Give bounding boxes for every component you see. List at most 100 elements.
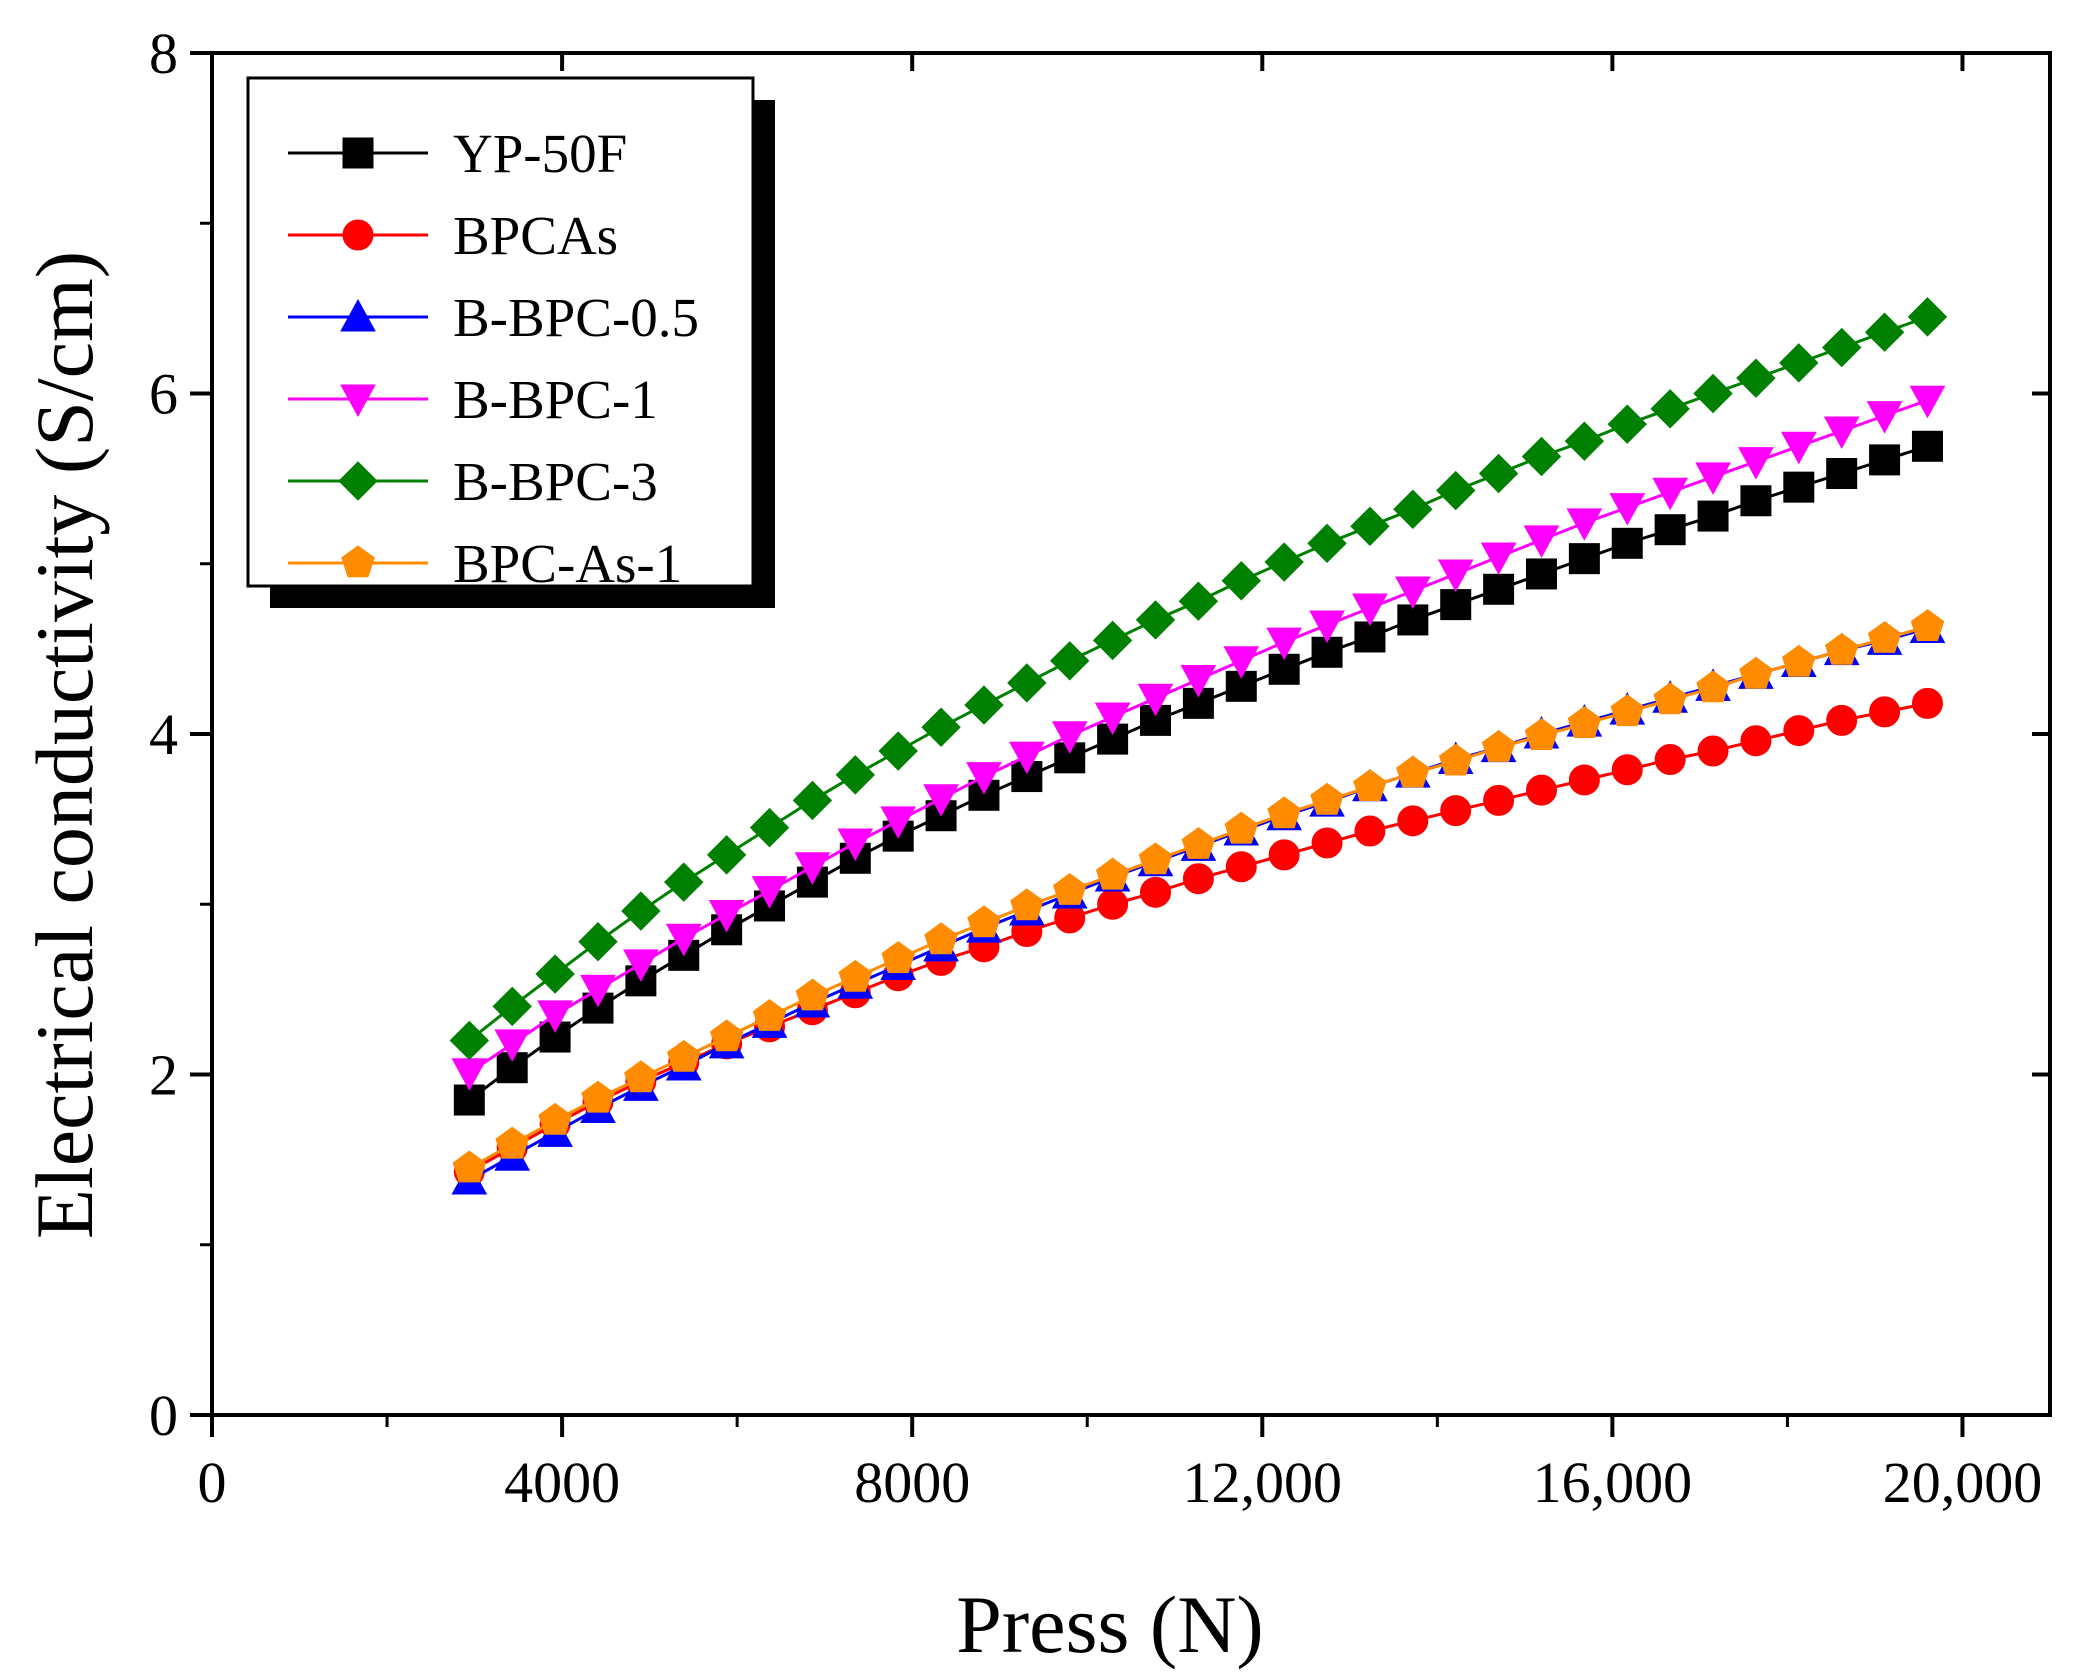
data-point <box>1180 665 1217 698</box>
data-point <box>1568 764 1600 796</box>
x-tick-label: 16,000 <box>1533 1450 1693 1515</box>
data-point <box>1911 687 1943 719</box>
series-bpc-as-1 <box>452 609 1945 1183</box>
data-point <box>1780 431 1817 465</box>
data-point <box>667 1039 701 1072</box>
data-point <box>1826 458 1858 490</box>
legend-box <box>246 76 755 588</box>
data-point <box>794 852 831 885</box>
data-point <box>1396 755 1430 788</box>
data-point <box>1051 721 1088 754</box>
legend: YP-50F BPCAs B-BPC-0.5 B-BPC-1 B-BPC-3 BPC-As… <box>246 76 775 608</box>
data-point <box>1225 851 1257 883</box>
data-point <box>1307 523 1347 564</box>
legend-entry: BPC-As-1 <box>288 533 682 594</box>
data-point <box>1823 416 1860 449</box>
data-point <box>709 1019 744 1052</box>
x-axis-title: Press (N) <box>956 1579 1263 1670</box>
data-point <box>1140 876 1172 908</box>
data-point <box>495 1126 529 1159</box>
data-point <box>624 1060 658 1093</box>
data-point <box>1824 632 1859 665</box>
data-point <box>1521 436 1562 477</box>
data-point <box>1010 888 1044 921</box>
x-tick-label: 20,000 <box>1883 1450 2043 1515</box>
data-point <box>1092 620 1133 661</box>
data-point <box>492 986 532 1027</box>
data-point <box>1440 795 1472 827</box>
data-point <box>1783 471 1815 503</box>
data-point <box>1610 694 1644 727</box>
data-point <box>964 685 1004 725</box>
data-point <box>880 806 917 839</box>
data-point <box>835 755 876 795</box>
data-point <box>1268 839 1300 871</box>
legend-entry: B-BPC-1 <box>288 369 658 430</box>
series-b-bpc-3 <box>449 297 1948 1061</box>
legend-marker <box>341 545 375 578</box>
data-point <box>1352 593 1388 627</box>
data-point <box>1437 559 1474 593</box>
data-point <box>1779 343 1819 383</box>
legend-entry: BPCAs <box>288 205 618 266</box>
data-point <box>1567 706 1602 738</box>
data-point <box>1867 621 1902 653</box>
data-point <box>1566 508 1603 541</box>
data-point <box>623 949 659 982</box>
legend-label: YP-50F <box>453 123 627 184</box>
data-point <box>1481 729 1516 762</box>
data-point <box>1611 754 1643 786</box>
data-point <box>1654 514 1686 546</box>
data-point <box>1310 782 1344 815</box>
series-b-bpc-1 <box>451 385 1946 1091</box>
data-point <box>1652 477 1688 511</box>
y-tick-label: 2 <box>149 1043 178 1108</box>
data-point <box>967 905 1001 938</box>
data-point <box>1097 888 1129 920</box>
data-point <box>1050 641 1090 681</box>
legend-entry: B-BPC-3 <box>288 451 658 512</box>
legend-marker <box>342 219 374 251</box>
data-point <box>792 780 833 821</box>
data-point <box>1524 718 1559 750</box>
data-point <box>1910 609 1945 641</box>
data-point <box>1350 506 1390 547</box>
data-point <box>1611 527 1643 559</box>
data-point <box>1480 542 1517 575</box>
data-point <box>1053 872 1087 905</box>
data-point <box>1525 774 1557 806</box>
data-point <box>751 876 788 909</box>
data-point <box>1693 373 1733 414</box>
data-point <box>1393 489 1433 529</box>
data-point <box>1782 644 1816 677</box>
data-point <box>1009 741 1045 775</box>
data-point <box>1440 589 1472 621</box>
data-point <box>1911 430 1943 462</box>
data-point <box>1696 670 1730 703</box>
data-point <box>1607 404 1647 444</box>
legend-label: B-BPC-0.5 <box>453 287 699 348</box>
data-point <box>1869 444 1901 476</box>
data-point <box>837 828 874 861</box>
legend-entry: B-BPC-0.5 <box>288 287 699 348</box>
data-point <box>1483 784 1515 816</box>
data-point <box>881 941 915 973</box>
data-point <box>1221 561 1261 601</box>
data-point <box>1826 704 1858 736</box>
data-point <box>1137 683 1174 717</box>
data-point <box>1309 610 1345 644</box>
data-point <box>1224 811 1258 844</box>
y-tick-label: 0 <box>149 1383 178 1448</box>
data-point <box>582 992 614 1024</box>
data-point <box>1739 656 1773 689</box>
data-point <box>1094 702 1131 736</box>
data-point <box>1182 687 1214 719</box>
plot-area <box>449 297 1948 1195</box>
data-point <box>1653 682 1687 715</box>
data-point <box>1007 663 1047 703</box>
y-tick-label: 8 <box>149 21 178 86</box>
data-point <box>1394 576 1431 610</box>
data-point <box>1525 558 1557 590</box>
data-point <box>1397 604 1429 636</box>
